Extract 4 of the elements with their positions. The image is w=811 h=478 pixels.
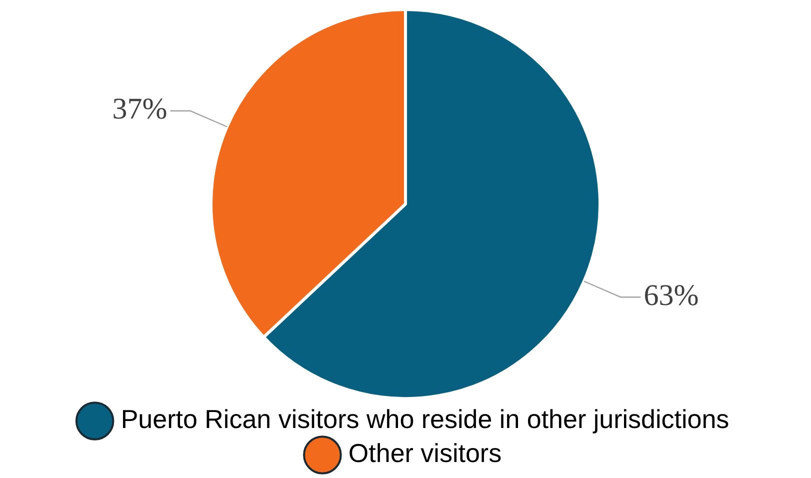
legend-label: Other visitors [348,438,502,468]
data-label: 63% [644,279,699,312]
legend-label: Puerto Rican visitors who reside in other jurisdictions [120,404,730,434]
data-label: 37% [112,92,168,126]
